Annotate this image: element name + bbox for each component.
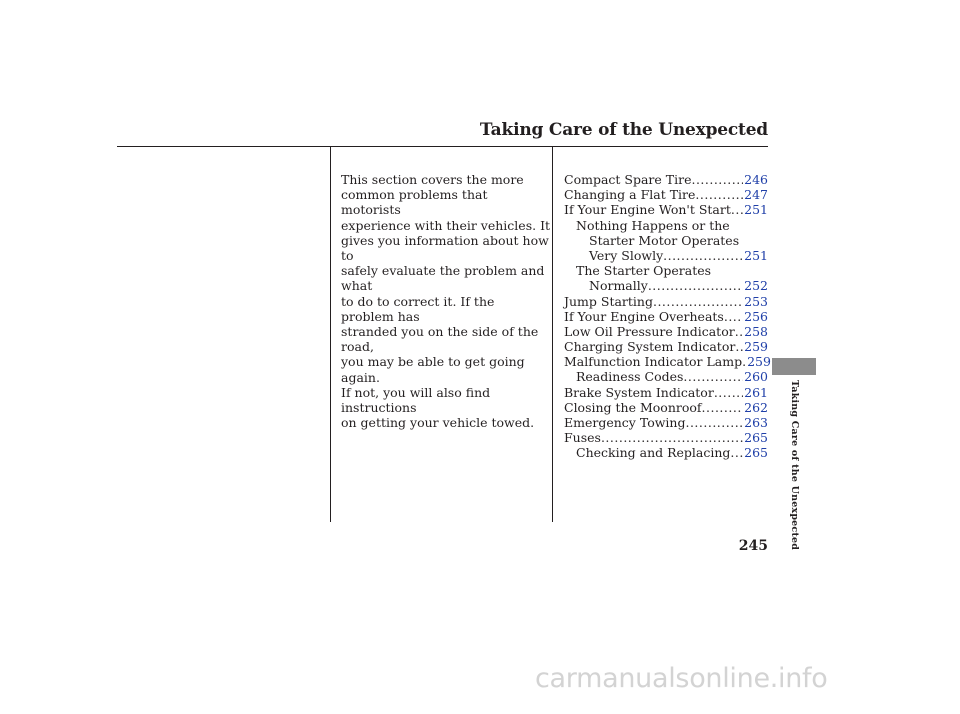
dot-leader <box>685 415 743 430</box>
toc-page-link[interactable]: 247 <box>744 187 768 203</box>
toc-entry-malfunction-lamp[interactable]: Malfunction Indicator Lamp 259 <box>564 354 771 370</box>
toc-entry-label: Closing the Moonroof <box>564 399 702 415</box>
toc-entry-charging-system[interactable]: Charging System Indicator 259 <box>564 339 768 354</box>
toc-entry-label: Compact Spare Tire <box>564 172 692 187</box>
toc-entry-label: Starter Motor Operates <box>589 232 740 248</box>
dot-leader <box>742 354 746 369</box>
toc-entry-compact-spare-tire[interactable]: Compact Spare Tire 246 <box>564 172 768 187</box>
toc-entry-label: Brake System Indicator <box>564 384 714 400</box>
toc-entry-emergency-towing[interactable]: Emergency Towing 263 <box>564 415 768 430</box>
toc-page-link[interactable]: 259 <box>744 339 768 355</box>
toc-page-link[interactable]: 259 <box>747 354 771 370</box>
dot-leader <box>691 172 743 187</box>
toc-page-link[interactable]: 260 <box>744 369 768 385</box>
dot-leader <box>695 187 743 202</box>
toc-entry-label: The Starter Operates <box>576 263 712 279</box>
toc-entry-low-oil-pressure[interactable]: Low Oil Pressure Indicator 258 <box>564 324 768 339</box>
toc-page-link[interactable]: 253 <box>744 293 768 309</box>
toc-entry-label: Readiness Codes <box>576 369 684 385</box>
dot-leader <box>730 445 743 460</box>
dot-leader <box>601 430 743 445</box>
toc-page-link[interactable]: 265 <box>744 445 768 461</box>
header-rule <box>117 146 768 147</box>
toc-page-link[interactable]: 251 <box>744 202 768 218</box>
toc-entry-label: Changing a Flat Tire <box>564 187 696 203</box>
toc-entry-label: Jump Starting <box>564 293 653 309</box>
toc-page-link[interactable]: 256 <box>744 308 768 324</box>
toc-entry-changing-flat-tire[interactable]: Changing a Flat Tire 247 <box>564 187 768 202</box>
dot-leader <box>663 248 743 263</box>
toc-entry-label: Charging System Indicator <box>564 339 736 355</box>
toc-entry-label: Malfunction Indicator Lamp <box>564 354 743 370</box>
toc-entry-starter-operates-line1: The Starter Operates <box>564 263 768 278</box>
toc-entry-label: Emergency Towing <box>564 415 686 430</box>
toc-page-link[interactable]: 262 <box>744 399 768 415</box>
dot-leader <box>731 202 743 217</box>
toc-entry-label: Normally <box>589 278 648 294</box>
table-of-contents: Compact Spare Tire 246 Changing a Flat T… <box>564 172 771 461</box>
dot-leader <box>714 385 743 400</box>
toc-entry-label: Nothing Happens or the <box>576 217 730 233</box>
left-column-divider <box>330 146 331 522</box>
toc-entry-checking-replacing[interactable]: Checking and Replacing 265 <box>564 445 768 460</box>
dot-leader <box>653 294 743 309</box>
intro-paragraph: This section covers the more common prob… <box>341 172 551 431</box>
toc-entry-label: Very Slowly <box>589 247 664 263</box>
toc-entry-label: Low Oil Pressure Indicator <box>564 323 735 339</box>
dot-leader <box>683 369 743 384</box>
side-section-label: Taking Care of the Unexpected <box>789 380 800 551</box>
toc-entry-label: If Your Engine Overheats <box>564 308 724 324</box>
toc-entry-nothing-happens-line3[interactable]: Very Slowly 251 <box>564 248 768 263</box>
section-tab <box>772 358 816 375</box>
toc-entry-readiness-codes[interactable]: Readiness Codes 260 <box>564 369 768 384</box>
toc-entry-starter-operates-line2[interactable]: Normally 252 <box>564 278 768 293</box>
toc-entry-engine-wont-start[interactable]: If Your Engine Won't Start 251 <box>564 202 768 217</box>
toc-entry-fuses[interactable]: Fuses 265 <box>564 430 768 445</box>
page-number: 245 <box>738 538 768 554</box>
watermark: carmanualsonline.info <box>535 663 828 694</box>
toc-page-link[interactable]: 246 <box>744 172 768 187</box>
toc-entry-nothing-happens-line2: Starter Motor Operates <box>564 233 768 248</box>
toc-entry-label: If Your Engine Won't Start <box>564 202 731 218</box>
toc-entry-label: Fuses <box>564 430 601 446</box>
toc-page-link[interactable]: 258 <box>744 323 768 339</box>
toc-entry-brake-system[interactable]: Brake System Indicator 261 <box>564 385 768 400</box>
page-title: Taking Care of the Unexpected <box>479 120 768 140</box>
toc-entry-engine-overheats[interactable]: If Your Engine Overheats 256 <box>564 309 768 324</box>
toc-page-link[interactable]: 261 <box>744 384 768 400</box>
dot-leader <box>735 339 743 354</box>
toc-entry-nothing-happens-line1: Nothing Happens or the <box>564 218 768 233</box>
toc-entry-label: Checking and Replacing <box>576 445 731 461</box>
toc-page-link[interactable]: 263 <box>744 415 768 430</box>
toc-entry-closing-moonroof[interactable]: Closing the Moonroof 262 <box>564 400 768 415</box>
dot-leader <box>648 278 743 293</box>
toc-entry-jump-starting[interactable]: Jump Starting 253 <box>564 294 768 309</box>
toc-page-link[interactable]: 252 <box>744 278 768 294</box>
dot-leader <box>724 309 743 324</box>
toc-page-link[interactable]: 265 <box>744 430 768 446</box>
toc-page-link[interactable]: 251 <box>744 247 768 263</box>
dot-leader <box>735 324 743 339</box>
middle-column-divider <box>552 146 553 522</box>
dot-leader <box>702 400 744 415</box>
